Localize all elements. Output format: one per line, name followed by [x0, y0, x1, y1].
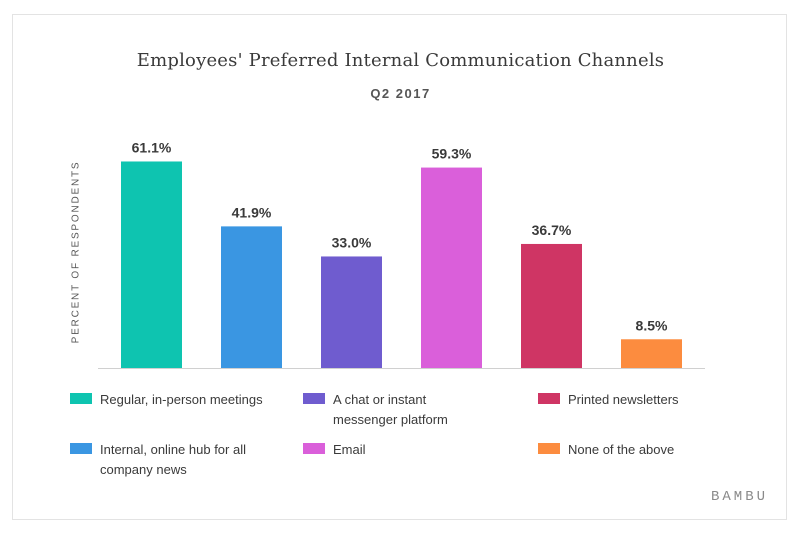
bar: [521, 243, 582, 368]
legend-label: Regular, in-person meetings: [100, 392, 263, 407]
bar: [121, 161, 182, 368]
legend-item-in-person-meetings: Regular, in-person meetings: [70, 390, 263, 410]
bar-value-label: 61.1%: [132, 139, 172, 155]
bar-value-label: 36.7%: [532, 222, 572, 238]
legend-label: A chat or instant messenger platform: [333, 392, 448, 427]
chart-subtitle: Q2 2017: [370, 86, 431, 101]
bar-value-label: 8.5%: [636, 317, 668, 333]
legend-swatch: [70, 443, 92, 454]
legend-swatch: [70, 393, 92, 404]
bambu-logo: BAMBU: [711, 489, 769, 505]
chart-title: Employees' Preferred Internal Communicat…: [136, 50, 665, 71]
legend-item-printed-newsletters: Printed newsletters: [538, 390, 679, 410]
legend-swatch: [538, 393, 560, 404]
legend-item-email: Email: [303, 440, 366, 460]
bar: [421, 167, 482, 368]
bar: [321, 256, 382, 368]
bar-value-label: 33.0%: [332, 234, 372, 250]
legend-item-chat-messenger: A chat or instant messenger platform: [303, 390, 448, 430]
bar: [621, 339, 682, 368]
legend-label: Email: [333, 442, 366, 457]
legend-swatch: [303, 443, 325, 454]
legend-item-none-of-the-above: None of the above: [538, 440, 674, 460]
bar-value-label: 59.3%: [432, 146, 472, 162]
legend-swatch: [303, 393, 325, 404]
legend-label: Internal, online hub for all company news: [100, 442, 246, 477]
legend-item-online-hub: Internal, online hub for all company news: [70, 440, 246, 480]
bar-value-label: 41.9%: [232, 204, 272, 220]
legend-label: Printed newsletters: [568, 392, 679, 407]
bar: [221, 226, 282, 368]
legend-swatch: [538, 443, 560, 454]
legend-label: None of the above: [568, 442, 675, 457]
